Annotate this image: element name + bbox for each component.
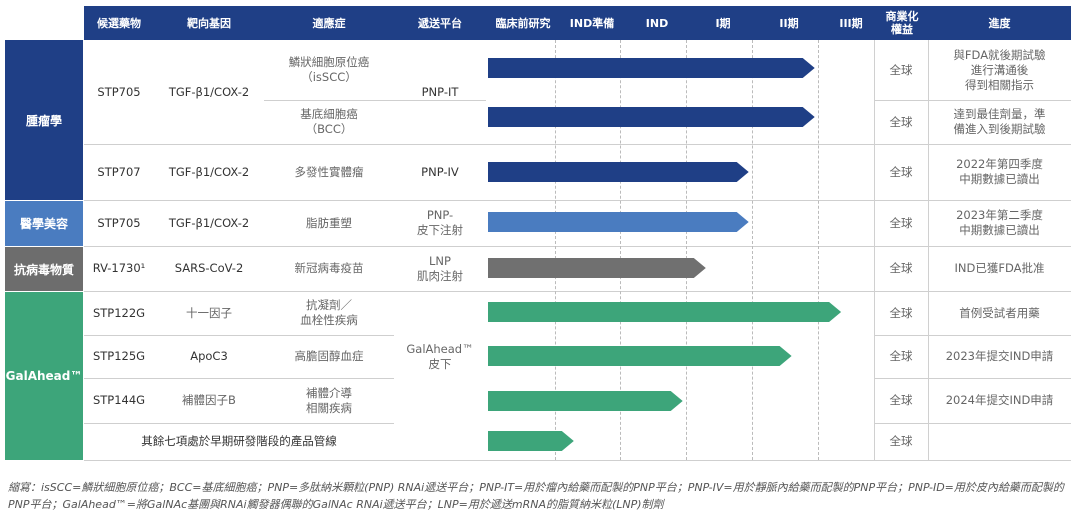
header-rights: 商業化 權益 (885, 10, 919, 36)
indication: 脂肪重塑 (306, 215, 352, 230)
header-indication: 適應症 (312, 16, 346, 30)
target-gene: 補體因子B (182, 393, 236, 407)
candidate-name: STP144G (92, 393, 146, 407)
row-divider (874, 378, 1071, 379)
progress-arrow (488, 431, 574, 451)
row-divider (84, 144, 1071, 145)
rights: 全球 (889, 62, 913, 77)
progress-arrow (488, 162, 749, 182)
candidate-name: STP707 (97, 164, 141, 179)
candidate-name: STP705 (97, 215, 141, 230)
row-divider (874, 100, 1071, 101)
progress: 首例受試者用藥 (959, 305, 1040, 320)
candidate-name: RV-1730¹ (92, 261, 146, 275)
stage-gridline (620, 40, 621, 460)
header-progress: 進度 (988, 16, 1011, 30)
row-divider (874, 335, 1071, 336)
platform: PNP-IV (421, 164, 459, 179)
header-stage-preclinical: 臨床前研究 (495, 16, 551, 30)
header-stage-phase3: III期 (839, 16, 863, 30)
row-divider (84, 200, 1071, 201)
rights: 全球 (889, 393, 913, 407)
platform: PNP-IT (421, 84, 459, 99)
platform: PNP- 皮下注射 (417, 208, 463, 237)
target-gene: SARS-CoV-2 (174, 261, 244, 275)
column-divider (874, 40, 875, 460)
header-target: 靶向基因 (187, 16, 231, 30)
progress-arrow (488, 107, 815, 127)
rights: 全球 (889, 261, 913, 275)
header-stage-phase2: II期 (779, 16, 799, 30)
header-platform: 遞送平台 (418, 16, 462, 30)
progress-arrow (488, 58, 815, 78)
row-divider (84, 335, 394, 336)
progress: 2022年第四季度 中期數據已讀出 (956, 157, 1043, 186)
row-divider (84, 423, 394, 424)
progress: 2024年提交IND申請 (945, 393, 1054, 407)
category-oncology: 腫瘤學 (5, 40, 83, 200)
header-candidate: 候選藥物 (97, 16, 141, 30)
category-aesthetics: 醫學美容 (5, 201, 83, 246)
stage-gridline (555, 40, 556, 460)
progress: 2023年第二季度 中期數據已讀出 (956, 208, 1043, 237)
indication: 補體介導 相關疾病 (306, 385, 352, 415)
table-header (84, 6, 1071, 40)
target-gene: ApoC3 (190, 349, 228, 363)
row-divider (84, 378, 394, 379)
progress: 2023年提交IND申請 (945, 349, 1054, 363)
platform: GalAhead™ 皮下 (406, 342, 474, 371)
candidate-name: STP122G (92, 305, 146, 320)
progress-arrow (488, 346, 792, 366)
indication: 高膽固醇血症 (294, 349, 364, 363)
progress-arrow (488, 391, 683, 411)
category-antiviral: 抗病毒物質 (5, 247, 83, 291)
header-stage-ind-prep: IND準備 (569, 16, 615, 30)
indication: 抗凝劑／ 血栓性疾病 (300, 298, 358, 327)
stage-gridline (686, 40, 687, 460)
row-divider (84, 291, 1071, 292)
header-stage-ind: IND (645, 16, 669, 30)
rights: 全球 (889, 164, 913, 179)
progress-arrow (488, 258, 706, 278)
progress-arrow (488, 212, 749, 232)
platform: LNP 肌肉注射 (417, 253, 463, 283)
category-galahead: GalAhead™ (5, 292, 83, 460)
row-divider (264, 100, 486, 101)
row-divider (874, 423, 1071, 424)
stage-gridline (752, 40, 753, 460)
rights: 全球 (889, 114, 913, 129)
rights: 全球 (889, 349, 913, 363)
candidate-name: STP125G (92, 349, 146, 363)
indication: 鱗狀細胞原位癌 （isSCC） (288, 55, 370, 84)
rights: 全球 (889, 215, 913, 230)
target-gene: TGF-β1/COX-2 (168, 84, 250, 99)
indication: 基底細胞癌 （BCC） (300, 107, 358, 136)
candidate-name: STP705 (97, 84, 141, 99)
rights: 全球 (889, 434, 913, 448)
footnote: 縮寫：isSCC=鱗狀細胞原位癌；BCC=基底細胞癌；PNP=多肽納米顆粒(PN… (8, 481, 1064, 511)
progress: 與FDA就後期試驗 進行溝通後 得到相關指示 (953, 47, 1046, 92)
target-gene: TGF-β1/COX-2 (168, 215, 250, 230)
header-stage-phase1: I期 (715, 16, 731, 30)
progress: IND已獲FDA批准 (954, 261, 1045, 275)
progress-arrow (488, 302, 842, 322)
rights: 全球 (889, 305, 913, 320)
stage-gridline (818, 40, 819, 460)
target-gene: 十一因子 (186, 305, 232, 320)
other-pipeline-label: 其餘七項處於早期研發階段的產品管線 (141, 434, 337, 448)
indication: 多發性實體瘤 (294, 164, 364, 179)
indication: 新冠病毒疫苗 (294, 261, 364, 275)
column-divider (928, 40, 929, 460)
row-divider (84, 460, 1071, 461)
target-gene: TGF-β1/COX-2 (168, 164, 250, 179)
row-divider (84, 246, 1071, 247)
progress: 達到最佳劑量，準 備進入到後期試驗 (953, 107, 1046, 136)
